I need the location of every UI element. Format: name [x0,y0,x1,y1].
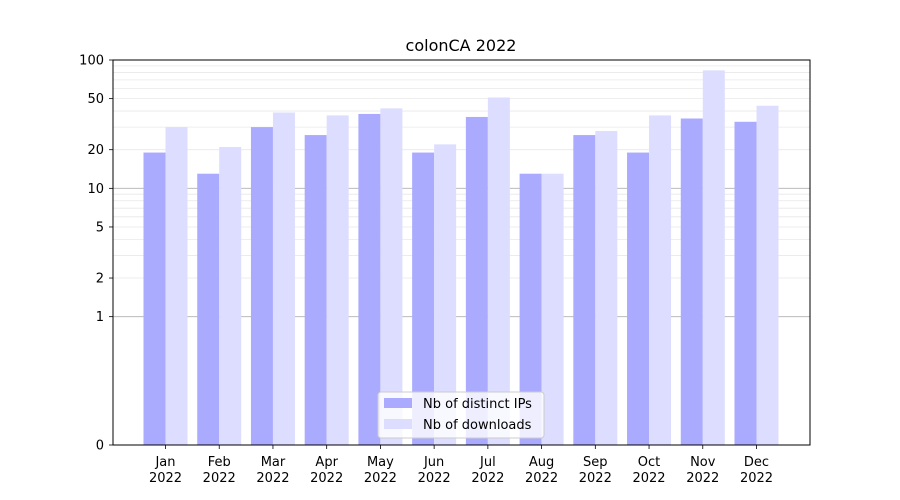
y-tick-label: 1 [96,310,104,325]
y-tick-label: 0 [96,439,104,454]
bar-downloads [487,97,510,445]
legend-swatch-downloads [384,419,412,429]
y-tick-label: 5 [96,220,104,235]
x-axis: Jan 2022 Feb 2022 Mar 2022 Apr 2022 May 2022 Jun 20… [149,445,773,486]
legend-label-downloads: Nb of downloads [423,418,532,433]
bar-ips [304,135,327,445]
y-tick-label: 10 [87,182,104,197]
bar-ips [250,127,273,445]
y-tick-label: 20 [87,143,104,158]
bar-downloads [165,127,188,445]
bar-downloads [756,105,779,446]
y-axis: 0 1 2 5 10 20 50 100 [79,54,113,454]
bar-downloads [272,112,295,445]
bar-ips [627,152,650,446]
bar-ips [465,116,488,446]
legend-box [377,391,545,439]
bar-ips [197,173,220,445]
bar-downloads [380,108,403,446]
y-tick-label: 2 [96,272,104,287]
bar-ips [412,152,435,446]
bar-ips [680,118,703,446]
legend-swatch-ips [384,398,412,408]
bar-ips [519,173,542,445]
x-tick-label: Sep 2022 [579,455,612,486]
bars [143,70,779,446]
y-tick-label: 50 [87,92,104,107]
legend-label-ips: Nb of distinct IPs [423,397,532,412]
x-tick-label: Dec 2022 [740,455,773,486]
bar-ips [573,135,596,445]
legend: Nb of distinct IPs Nb of downloads [377,391,545,439]
bar-ips [358,113,381,446]
bar-downloads [649,115,672,445]
x-tick-label: Jan 2022 [149,455,182,486]
x-tick-label: Apr 2022 [310,455,343,486]
x-tick-label: Jun 2022 [418,455,451,486]
bar-ips [143,152,166,446]
plot-frame [112,59,811,446]
x-tick-label: Oct 2022 [632,455,665,486]
bar-downloads [541,173,564,445]
x-tick-label: Feb 2022 [203,455,236,486]
x-tick-label: Aug 2022 [525,455,558,486]
x-tick-label: Mar 2022 [256,455,289,486]
x-tick-label: Nov 2022 [686,455,719,486]
bar-downloads [434,144,457,445]
bar-downloads [326,115,349,445]
y-tick-label: 100 [79,54,104,69]
bar-downloads [219,146,242,445]
bar-downloads [595,130,618,445]
chart-title: colonCA 2022 [406,36,517,55]
bar-downloads [702,70,725,445]
bar-ips [734,121,757,445]
x-tick-label: May 2022 [364,455,397,486]
x-tick-label: Jul 2022 [471,455,504,486]
